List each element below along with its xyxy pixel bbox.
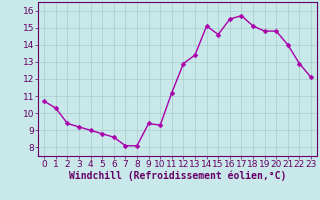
- X-axis label: Windchill (Refroidissement éolien,°C): Windchill (Refroidissement éolien,°C): [69, 171, 286, 181]
